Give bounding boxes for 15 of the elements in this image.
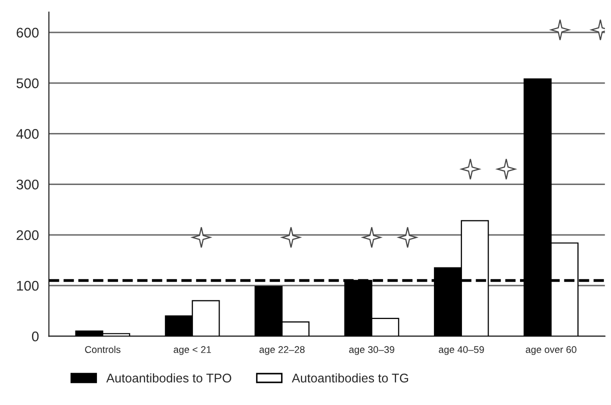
legend-label: Autoantibodies to TPO — [106, 373, 232, 382]
y-tick-label: 500 — [16, 78, 39, 88]
x-tick-label: age 30–39 — [349, 346, 394, 355]
x-tick-label: age 40–59 — [438, 346, 484, 355]
y-tick-label: 200 — [16, 230, 39, 240]
y-tick-label: 100 — [17, 280, 39, 291]
y-tick-label: 600 — [16, 28, 39, 38]
x-tick-label: Controls — [85, 346, 120, 354]
legend-label: Autoantibodies to TG — [292, 373, 408, 382]
y-tick-label: 400 — [16, 128, 39, 139]
x-tick-label: age < 21 — [174, 346, 211, 355]
x-tick-label: age 22–28 — [259, 346, 305, 355]
x-tick-label: age over 60 — [526, 346, 576, 355]
y-tick-label: 300 — [16, 180, 39, 190]
y-tick-label: 0 — [32, 331, 39, 342]
